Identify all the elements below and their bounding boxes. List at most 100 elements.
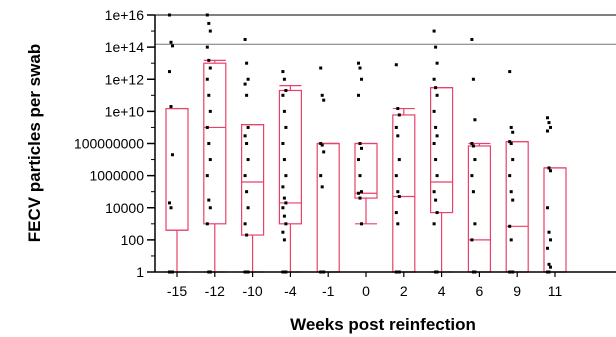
data-point [205, 222, 209, 226]
data-point [282, 238, 286, 242]
data-point [207, 93, 211, 97]
box-group--10 [241, 37, 265, 274]
data-point [547, 121, 551, 125]
data-point [282, 214, 286, 218]
data-point [281, 206, 285, 210]
y-tick-label: 10000 [105, 200, 144, 216]
box [316, 142, 340, 273]
data-point [320, 185, 324, 189]
data-point [360, 222, 363, 226]
box [467, 145, 491, 273]
box-group--1 [316, 66, 340, 274]
data-point [207, 142, 211, 145]
data-point [207, 58, 211, 62]
data-point [243, 174, 247, 178]
data-point [243, 37, 247, 41]
data-point [508, 224, 512, 228]
data-point [281, 230, 285, 234]
data-point [396, 134, 400, 138]
x-tick-label: -4 [284, 283, 297, 299]
data-point [470, 174, 474, 178]
y-tick-label: 100 [121, 232, 145, 248]
data-point [396, 222, 400, 226]
data-point [282, 77, 286, 81]
data-point [284, 88, 288, 92]
data-point [360, 190, 363, 194]
y-tick-label: 1e+12 [105, 71, 145, 87]
data-point [169, 40, 173, 44]
x-tick-label: -1 [322, 283, 335, 299]
data-point [208, 109, 212, 113]
data-point [246, 77, 250, 81]
data-point [245, 61, 249, 65]
data-point [435, 93, 439, 97]
x-tick-label: 6 [476, 283, 484, 299]
box [203, 62, 227, 225]
data-point [168, 70, 171, 74]
data-point [205, 174, 209, 178]
data-point [397, 113, 401, 117]
data-point [397, 158, 401, 162]
data-point [169, 105, 173, 109]
data-point [208, 158, 212, 162]
data-point [322, 150, 326, 154]
data-point [358, 174, 362, 178]
data-point [169, 206, 173, 210]
box [505, 141, 529, 273]
data-point [511, 130, 515, 134]
data-point [281, 93, 285, 97]
data-point [284, 222, 288, 226]
data-point [358, 142, 362, 145]
data-point [207, 198, 211, 202]
data-point [205, 125, 209, 129]
data-point [243, 222, 247, 226]
data-point [546, 246, 549, 250]
data-point [208, 29, 212, 33]
data-point [471, 77, 475, 81]
data-point [168, 201, 171, 205]
box-group-9 [505, 70, 529, 274]
data-point [243, 82, 247, 86]
box-group-4 [430, 29, 454, 274]
data-point [282, 196, 286, 200]
data-point [549, 169, 552, 173]
y-tick-label: 100000000 [74, 136, 144, 152]
data-point [281, 142, 285, 145]
data-point [322, 98, 326, 102]
x-tick-label: 0 [362, 283, 370, 299]
data-point [473, 118, 477, 122]
data-point [284, 174, 288, 178]
y-tick-label: 1000000 [89, 168, 144, 184]
x-tick-label: 9 [513, 283, 521, 299]
box-group-11 [543, 116, 567, 274]
data-point [360, 146, 363, 150]
data-point [208, 206, 212, 210]
data-point [432, 142, 436, 145]
y-tick-label: 1e+14 [105, 39, 145, 55]
data-point [432, 29, 436, 33]
data-point [434, 198, 438, 202]
data-point [397, 195, 401, 199]
box [430, 87, 454, 214]
x-tick-label: -12 [205, 283, 225, 299]
box [278, 89, 302, 225]
data-point [360, 77, 363, 81]
box-group--15 [165, 13, 189, 274]
data-point [394, 211, 398, 215]
data-point [509, 190, 513, 194]
data-point [471, 144, 475, 148]
data-point [470, 142, 474, 145]
data-point [511, 198, 515, 202]
box [392, 114, 416, 273]
data-point [546, 129, 549, 133]
data-point [549, 265, 552, 269]
plot-area [155, 13, 616, 274]
box-group-6 [467, 37, 491, 274]
box [241, 124, 265, 236]
data-point [547, 262, 551, 266]
data-point [432, 222, 436, 226]
data-point [435, 61, 439, 65]
data-point [358, 196, 362, 200]
box [354, 142, 378, 199]
data-point [284, 201, 288, 205]
